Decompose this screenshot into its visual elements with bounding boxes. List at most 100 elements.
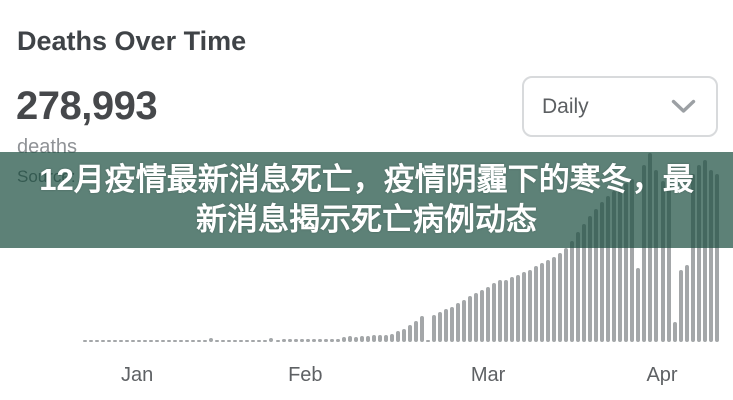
bar — [293, 339, 298, 342]
bar — [486, 287, 491, 342]
bar — [660, 181, 665, 342]
bar — [119, 340, 124, 342]
bar — [690, 174, 695, 342]
bar — [233, 340, 238, 342]
bar — [299, 339, 304, 342]
bar — [353, 337, 358, 342]
bar — [371, 335, 376, 342]
bar — [269, 338, 274, 342]
bar — [377, 335, 382, 342]
bar — [636, 268, 641, 342]
bar — [510, 277, 515, 342]
bar — [227, 340, 232, 342]
bar — [606, 196, 611, 342]
bar — [347, 336, 352, 342]
bar — [534, 266, 539, 342]
chevron-down-icon — [671, 99, 696, 114]
x-tick-label: Feb — [288, 364, 323, 386]
bar — [468, 296, 472, 342]
bar — [588, 216, 593, 342]
bar — [137, 340, 142, 342]
bar — [708, 170, 713, 342]
bar — [702, 160, 707, 342]
bar — [143, 340, 148, 342]
bar — [684, 265, 689, 342]
x-tick-label: Apr — [646, 364, 678, 386]
bar — [528, 270, 533, 342]
x-axis-ticks: Jan Feb Mar Apr — [83, 364, 720, 392]
bar — [714, 174, 719, 342]
banner-headline-line1: 12月疫情最新消息死亡，疫情阴霾下的寒冬，最 — [39, 162, 694, 197]
bar — [564, 248, 569, 342]
bar — [492, 283, 497, 342]
bar — [113, 340, 118, 342]
bar — [407, 325, 412, 342]
bar — [696, 165, 701, 342]
bar — [329, 339, 334, 342]
bar — [425, 340, 430, 342]
bar — [431, 315, 436, 342]
bar — [516, 275, 521, 342]
bar — [245, 340, 250, 342]
bar — [449, 307, 454, 342]
bar — [89, 340, 94, 342]
bar — [173, 340, 178, 342]
x-tick-label: Jan — [121, 364, 154, 386]
bar — [215, 340, 220, 342]
bar — [654, 170, 659, 342]
bar — [311, 339, 316, 342]
bar — [203, 340, 208, 342]
bar — [678, 270, 683, 342]
bar — [263, 340, 268, 342]
bar — [570, 241, 575, 342]
bar — [540, 263, 545, 342]
bar — [582, 224, 587, 342]
bar — [480, 290, 485, 342]
banner-headline-line2: 新消息揭示死亡病例动态 — [196, 202, 537, 237]
bar — [239, 340, 244, 342]
bar — [83, 340, 87, 342]
bar — [401, 329, 406, 342]
bar — [209, 338, 214, 342]
bar — [389, 334, 394, 342]
bar — [630, 179, 635, 342]
bar — [251, 340, 256, 342]
bar — [504, 280, 509, 342]
bar — [594, 209, 599, 342]
bar — [317, 339, 322, 342]
bar — [618, 187, 623, 342]
overlay-banner: 12月疫情最新消息死亡，疫情阴霾下的寒冬，最 新消息揭示死亡病例动态 — [0, 152, 733, 248]
bar — [179, 340, 184, 342]
bar — [498, 280, 503, 342]
interval-dropdown-value: Daily — [542, 94, 589, 118]
bar — [522, 272, 527, 342]
bar — [365, 336, 370, 342]
bar — [672, 322, 677, 342]
bar — [576, 232, 581, 342]
bar — [131, 340, 136, 342]
bar — [161, 340, 166, 342]
bar — [474, 293, 479, 342]
bar — [323, 339, 328, 342]
bar — [257, 340, 262, 342]
bar — [335, 339, 340, 342]
bar — [167, 340, 172, 342]
bar — [624, 183, 629, 342]
bar — [359, 336, 364, 342]
bar — [419, 316, 424, 342]
bar — [149, 340, 154, 342]
bar — [125, 340, 130, 342]
x-tick-label: Mar — [470, 364, 506, 386]
bar — [383, 335, 388, 342]
bar — [546, 260, 551, 342]
bar — [185, 340, 190, 342]
bar — [305, 339, 310, 342]
deaths-bar-chart[interactable] — [83, 152, 720, 342]
bar — [281, 339, 286, 342]
interval-dropdown[interactable]: Daily — [522, 76, 718, 137]
bar — [95, 340, 100, 342]
total-deaths-value: 278,993 — [16, 84, 158, 128]
bar — [600, 202, 605, 342]
bar — [437, 312, 442, 342]
bar — [191, 340, 196, 342]
